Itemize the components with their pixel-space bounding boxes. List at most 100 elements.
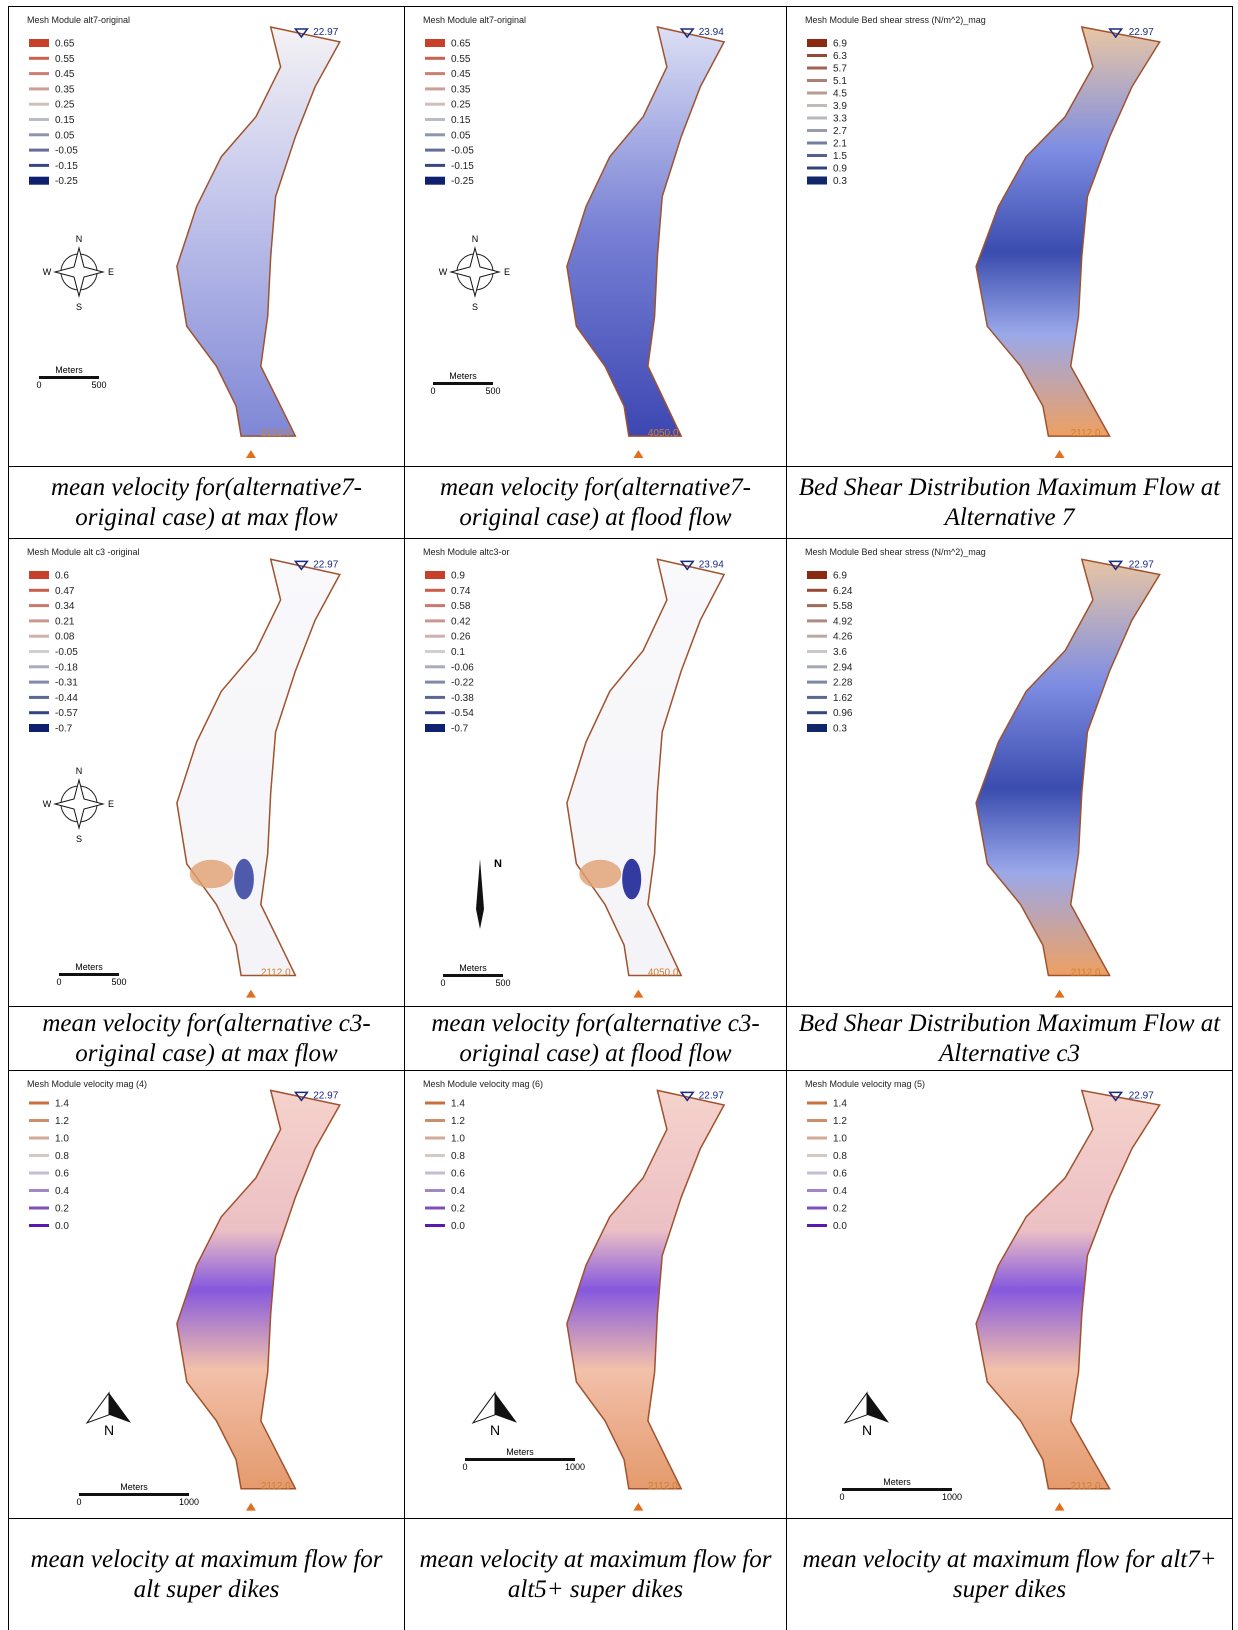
- bottom-label: 4050.0: [648, 428, 679, 439]
- scale-bar: [433, 382, 493, 385]
- legend-label: 1.62: [833, 693, 853, 704]
- river: [567, 1090, 724, 1488]
- legend-label: 0.65: [55, 39, 75, 50]
- legend-swatch: [807, 1172, 827, 1175]
- map-title: Mesh Module altc3-or: [423, 547, 510, 557]
- bottom-label: 2112.0: [648, 1481, 678, 1492]
- legend-swatch: [29, 1172, 49, 1175]
- caption: mean velocity for(alternative c3-origina…: [8, 1006, 405, 1071]
- legend-swatch: [29, 87, 49, 90]
- legend-swatch: [425, 1102, 445, 1105]
- legend-label: 5.1: [833, 76, 847, 87]
- legend-swatch: [807, 142, 827, 145]
- legend-swatch: [29, 133, 49, 136]
- map-cell: 23.944050.0Mesh Module altc3-or0.90.740.…: [404, 538, 787, 1007]
- scale-end: 1000: [942, 1492, 962, 1502]
- bottom-label: 2112.0: [261, 1481, 291, 1492]
- legend-swatch: [425, 619, 445, 622]
- legend-swatch: [29, 1207, 49, 1210]
- legend-label: -0.25: [451, 176, 474, 187]
- legend-swatch: [807, 1224, 827, 1227]
- north-arrow: [495, 1393, 517, 1423]
- legend-swatch: [29, 1189, 49, 1192]
- legend-swatch: [807, 177, 827, 185]
- legend-label: 0.4: [451, 1186, 465, 1197]
- legend-label: 3.6: [833, 647, 847, 658]
- legend-swatch: [425, 118, 445, 121]
- legend-swatch: [807, 681, 827, 684]
- downstream-marker: [1055, 990, 1065, 998]
- downstream-marker: [633, 990, 643, 998]
- scale-start: 0: [76, 1497, 81, 1507]
- scale-end: 1000: [565, 1462, 585, 1472]
- top-label: 22.97: [699, 1090, 724, 1101]
- legend-label: -0.7: [55, 724, 73, 735]
- legend-label: -0.05: [55, 647, 78, 658]
- legend-swatch: [29, 619, 49, 622]
- compass-letter: N: [490, 1422, 500, 1438]
- legend-swatch: [807, 1102, 827, 1105]
- north-arrow-outline: [87, 1393, 109, 1423]
- top-label: 23.94: [699, 559, 724, 570]
- compass-letter: E: [108, 267, 114, 277]
- compass-letter: S: [472, 302, 478, 312]
- map: 22.97 2112.0 Mesh Module velocity mag (6) 1…: [405, 1071, 786, 1518]
- legend-label: 0.3: [833, 724, 847, 735]
- legend-label: 0.35: [55, 84, 75, 95]
- compass-letter: N: [494, 858, 502, 870]
- legend-label: 0.0: [833, 1221, 847, 1232]
- legend-swatch: [807, 154, 827, 157]
- legend-label: 1.2: [55, 1116, 69, 1127]
- legend-swatch: [29, 589, 49, 592]
- scale-end: 500: [485, 386, 500, 396]
- legend-swatch: [807, 724, 827, 732]
- legend-swatch: [29, 177, 49, 185]
- scale-end: 500: [111, 977, 126, 987]
- legend-label: 0.65: [451, 39, 471, 50]
- legend-label: 2.1: [833, 139, 847, 150]
- compass-letter: N: [862, 1422, 872, 1438]
- legend-swatch: [425, 571, 445, 579]
- legend-label: 6.3: [833, 51, 847, 62]
- scale-title: Meters: [55, 365, 83, 375]
- legend-swatch: [807, 1207, 827, 1210]
- map-cell: 22.97 2112.0 Mesh Module velocity mag (6) 1…: [404, 1070, 787, 1519]
- map-title: Mesh Module velocity mag (6): [423, 1079, 543, 1089]
- legend-swatch: [425, 133, 445, 136]
- scale-end: 500: [91, 380, 106, 390]
- legend-label: 0.6: [55, 571, 69, 582]
- compass-letter: W: [439, 267, 448, 277]
- compass-letter: W: [43, 799, 52, 809]
- scale-title: Meters: [120, 1482, 148, 1492]
- legend-label: 3.3: [833, 114, 847, 125]
- legend-swatch: [29, 711, 49, 714]
- legend-swatch: [807, 635, 827, 638]
- legend-label: 0.58: [451, 601, 471, 612]
- legend-label: -0.15: [451, 161, 474, 172]
- legend-label: 0.2: [55, 1204, 69, 1215]
- legend-swatch: [425, 635, 445, 638]
- legend-swatch: [807, 619, 827, 622]
- map-cell: 22.972112.0Mesh Module alt7-original0.65…: [8, 6, 405, 467]
- legend-swatch: [807, 129, 827, 132]
- legend-label: 0.47: [55, 586, 75, 597]
- legend-swatch: [29, 635, 49, 638]
- legend-swatch: [29, 164, 49, 167]
- legend-label: -0.25: [55, 176, 78, 187]
- eddy-orange: [190, 860, 233, 888]
- legend-swatch: [807, 1137, 827, 1140]
- legend-label: 1.0: [451, 1134, 465, 1145]
- legend-label: 0.96: [833, 708, 853, 719]
- map-title: Mesh Module velocity mag (5): [805, 1079, 925, 1089]
- legend-label: 0.25: [451, 100, 471, 111]
- legend-label: 0.08: [55, 632, 75, 643]
- legend-label: 0.2: [451, 1204, 465, 1215]
- legend-label: 5.7: [833, 64, 847, 75]
- legend-swatch: [29, 103, 49, 106]
- legend-swatch: [807, 711, 827, 714]
- legend-label: 0.9: [833, 164, 847, 175]
- map-title: Mesh Module Bed shear stress (N/m^2)_mag: [805, 15, 986, 25]
- eddy-blue: [234, 859, 254, 900]
- compass-star: [451, 248, 499, 296]
